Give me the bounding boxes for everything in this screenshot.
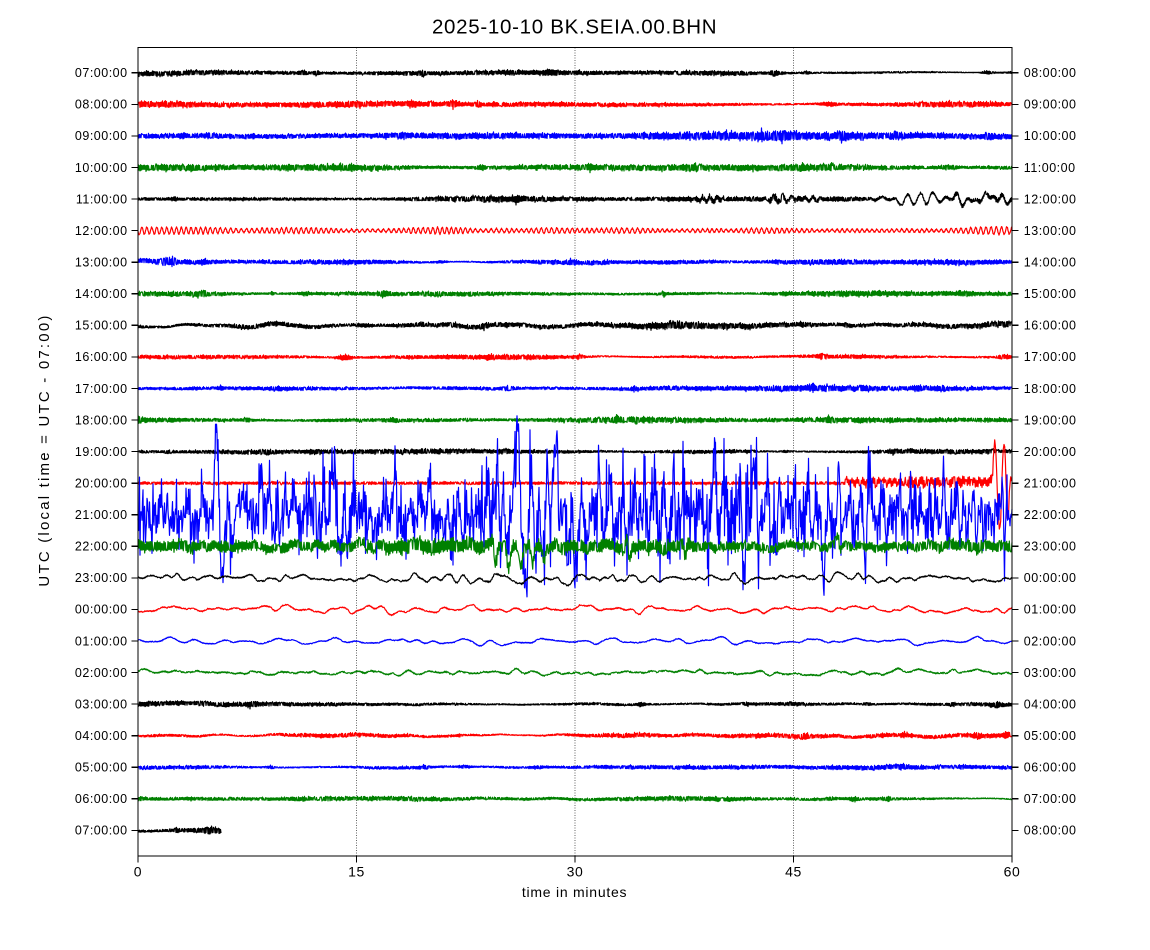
svg-text:07:00:00: 07:00:00 — [75, 66, 128, 80]
svg-text:60: 60 — [1004, 864, 1021, 880]
svg-text:18:00:00: 18:00:00 — [75, 413, 128, 427]
svg-text:18:00:00: 18:00:00 — [1024, 382, 1077, 396]
svg-text:05:00:00: 05:00:00 — [75, 761, 128, 775]
svg-text:30: 30 — [567, 864, 584, 880]
svg-text:17:00:00: 17:00:00 — [1024, 350, 1077, 364]
svg-text:11:00:00: 11:00:00 — [1024, 161, 1076, 175]
svg-text:20:00:00: 20:00:00 — [75, 477, 128, 491]
svg-text:03:00:00: 03:00:00 — [1024, 666, 1077, 680]
svg-text:06:00:00: 06:00:00 — [75, 792, 128, 806]
svg-text:19:00:00: 19:00:00 — [1024, 413, 1077, 427]
svg-text:09:00:00: 09:00:00 — [1024, 98, 1077, 112]
svg-text:13:00:00: 13:00:00 — [1024, 224, 1077, 238]
svg-text:16:00:00: 16:00:00 — [1024, 319, 1077, 333]
svg-text:08:00:00: 08:00:00 — [1024, 66, 1077, 80]
svg-text:00:00:00: 00:00:00 — [1024, 571, 1077, 585]
svg-text:14:00:00: 14:00:00 — [75, 287, 128, 301]
svg-text:14:00:00: 14:00:00 — [1024, 256, 1077, 270]
svg-text:22:00:00: 22:00:00 — [1024, 508, 1077, 522]
svg-text:13:00:00: 13:00:00 — [75, 256, 128, 270]
svg-text:10:00:00: 10:00:00 — [75, 161, 128, 175]
svg-text:20:00:00: 20:00:00 — [1024, 445, 1077, 459]
svg-text:15: 15 — [348, 864, 365, 880]
svg-text:08:00:00: 08:00:00 — [75, 98, 128, 112]
svg-text:16:00:00: 16:00:00 — [75, 350, 128, 364]
svg-text:03:00:00: 03:00:00 — [75, 697, 128, 711]
svg-text:05:00:00: 05:00:00 — [1024, 729, 1077, 743]
svg-text:15:00:00: 15:00:00 — [1024, 287, 1077, 301]
svg-text:04:00:00: 04:00:00 — [1024, 697, 1077, 711]
svg-text:23:00:00: 23:00:00 — [1024, 540, 1077, 554]
svg-text:07:00:00: 07:00:00 — [1024, 792, 1077, 806]
svg-text:06:00:00: 06:00:00 — [1024, 761, 1077, 775]
svg-text:09:00:00: 09:00:00 — [75, 129, 128, 143]
svg-text:02:00:00: 02:00:00 — [75, 666, 128, 680]
svg-text:04:00:00: 04:00:00 — [75, 729, 128, 743]
svg-text:15:00:00: 15:00:00 — [75, 319, 128, 333]
svg-text:21:00:00: 21:00:00 — [1024, 477, 1077, 491]
svg-text:02:00:00: 02:00:00 — [1024, 634, 1077, 648]
svg-text:19:00:00: 19:00:00 — [75, 445, 128, 459]
svg-text:00:00:00: 00:00:00 — [75, 603, 128, 617]
svg-text:23:00:00: 23:00:00 — [75, 571, 128, 585]
svg-text:22:00:00: 22:00:00 — [75, 540, 128, 554]
svg-text:time in minutes: time in minutes — [522, 884, 627, 900]
svg-text:UTC (local time = UTC - 07:00): UTC (local time = UTC - 07:00) — [36, 313, 53, 586]
svg-text:12:00:00: 12:00:00 — [75, 224, 128, 238]
svg-text:10:00:00: 10:00:00 — [1024, 129, 1077, 143]
svg-text:11:00:00: 11:00:00 — [76, 192, 128, 206]
svg-text:21:00:00: 21:00:00 — [75, 508, 128, 522]
svg-text:2025-10-10 BK.SEIA.00.BHN: 2025-10-10 BK.SEIA.00.BHN — [432, 16, 717, 39]
svg-text:01:00:00: 01:00:00 — [75, 634, 128, 648]
svg-text:08:00:00: 08:00:00 — [1024, 824, 1077, 838]
svg-text:01:00:00: 01:00:00 — [1024, 603, 1077, 617]
svg-text:0: 0 — [134, 864, 142, 880]
svg-text:17:00:00: 17:00:00 — [75, 382, 128, 396]
svg-text:07:00:00: 07:00:00 — [75, 824, 128, 838]
svg-text:12:00:00: 12:00:00 — [1024, 192, 1077, 206]
svg-text:45: 45 — [785, 864, 802, 880]
